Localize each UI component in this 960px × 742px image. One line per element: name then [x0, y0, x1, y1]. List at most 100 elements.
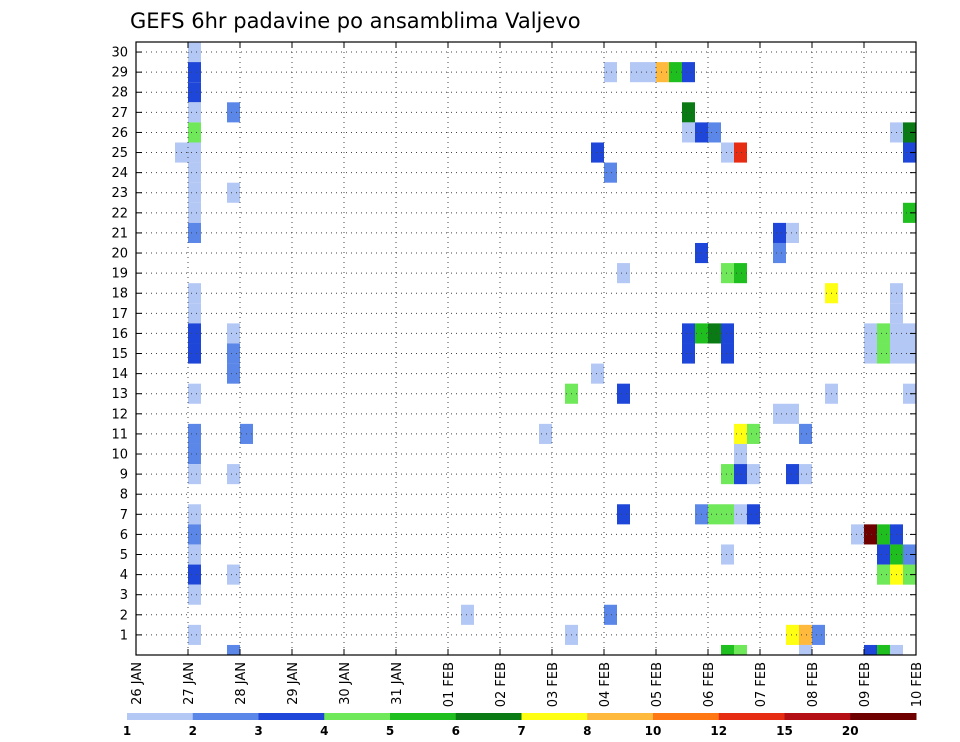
- heatmap-cell: [461, 604, 474, 625]
- heatmap-cell: [682, 323, 695, 344]
- heatmap-cell: [188, 202, 201, 223]
- heatmap-cell: [682, 343, 695, 364]
- y-tick-label: 15: [111, 347, 128, 362]
- heatmap-cell: [682, 62, 695, 83]
- heatmap-cell: [188, 82, 201, 103]
- x-tick-label: 28 JAN: [234, 662, 249, 705]
- heatmap-cell: [604, 604, 617, 625]
- legend-swatch: [324, 713, 391, 720]
- y-tick-label: 3: [120, 588, 128, 603]
- heatmap-cell: [734, 644, 747, 655]
- heatmap-cell: [188, 42, 201, 63]
- heatmap-cell: [188, 443, 201, 465]
- legend-label: 2: [189, 724, 197, 738]
- heatmap-cell: [188, 624, 201, 645]
- x-tick-label: 02 FEB: [494, 662, 509, 707]
- y-tick-label: 20: [111, 247, 128, 262]
- heatmap-cell: [864, 343, 877, 364]
- y-tick-label: 2: [120, 608, 128, 623]
- heatmap-cell: [721, 644, 734, 655]
- legend-swatch: [784, 713, 851, 720]
- heatmap-cell: [864, 644, 877, 655]
- y-tick-label: 28: [111, 86, 128, 101]
- heatmap-cell: [591, 142, 604, 163]
- heatmap-cell: [708, 122, 721, 143]
- y-tick-label: 26: [111, 126, 128, 141]
- heatmap-cell: [786, 624, 799, 645]
- heatmap-cell: [773, 242, 786, 264]
- heatmap-cell: [721, 464, 734, 485]
- legend-label: 10: [645, 724, 662, 738]
- heatmap-cell: [773, 403, 786, 424]
- heatmap-cell: [188, 122, 201, 143]
- legend-swatch: [390, 713, 457, 720]
- y-tick-label: 1: [120, 628, 128, 643]
- y-tick-label: 12: [111, 407, 128, 422]
- heatmap-cell: [864, 323, 877, 344]
- heatmap-cell: [786, 403, 799, 424]
- heatmap-cell: [877, 343, 890, 364]
- heatmap-cell: [721, 142, 734, 163]
- heatmap-cell: [734, 423, 747, 444]
- heatmap-cell: [903, 564, 916, 585]
- heatmap-cell: [877, 644, 890, 655]
- heatmap-cell: [188, 162, 201, 183]
- x-tick-label: 06 FEB: [702, 662, 717, 707]
- x-tick-label: 01 FEB: [442, 662, 457, 707]
- heatmap-cell: [227, 464, 240, 485]
- heatmap-cell: [188, 142, 201, 163]
- heatmap-cell: [708, 323, 721, 344]
- heatmap-cell: [188, 323, 201, 344]
- heatmap-cell: [227, 323, 240, 344]
- y-tick-label: 6: [120, 528, 128, 543]
- heatmap-cell: [864, 524, 877, 545]
- x-tick-label: 31 JAN: [390, 662, 405, 705]
- y-tick-label: 14: [111, 367, 128, 382]
- y-tick-label: 19: [111, 267, 128, 282]
- heatmap-cell: [188, 544, 201, 565]
- heatmap-cell: [903, 383, 916, 404]
- heatmap-cell: [643, 62, 656, 83]
- heatmap-cell: [721, 263, 734, 284]
- x-tick-label: 29 JAN: [286, 662, 301, 705]
- heatmap-cells: [175, 42, 916, 655]
- chart-title: GEFS 6hr padavine po ansamblima Valjevo: [130, 9, 581, 33]
- x-tick-label: 09 FEB: [858, 662, 873, 707]
- heatmap-cell: [656, 62, 669, 83]
- heatmap-cell: [721, 504, 734, 525]
- heatmap-cell: [617, 263, 630, 284]
- y-tick-label: 10: [111, 448, 128, 463]
- heatmap-cell: [188, 383, 201, 404]
- legend-label: 7: [517, 724, 525, 738]
- y-tick-label: 27: [111, 106, 128, 121]
- y-tick-labels: 1234567891011121314151617181920212223242…: [111, 46, 128, 644]
- heatmap-cell: [747, 504, 760, 525]
- heatmap-cell: [188, 303, 201, 324]
- heatmap-cell: [539, 423, 552, 444]
- heatmap-cell: [227, 343, 240, 364]
- heatmap-cell: [604, 162, 617, 183]
- y-tick-label: 21: [111, 226, 128, 241]
- x-tick-label: 27 JAN: [182, 662, 197, 705]
- heatmap-cell: [903, 343, 916, 364]
- heatmap-cell: [188, 464, 201, 485]
- grid-lines: [135, 42, 917, 655]
- heatmap-cell: [773, 222, 786, 243]
- heatmap-cell: [877, 323, 890, 344]
- x-tick-label: 07 FEB: [754, 662, 769, 707]
- heatmap-cell: [747, 464, 760, 485]
- heatmap-cell: [188, 524, 201, 545]
- legend-label: 3: [254, 724, 262, 738]
- legend-label: 4: [320, 724, 328, 738]
- heatmap-cell: [227, 182, 240, 203]
- legend-label: 8: [583, 724, 591, 738]
- y-tick-label: 30: [111, 46, 128, 61]
- y-tick-label: 7: [120, 508, 128, 523]
- heatmap-cell: [877, 544, 890, 565]
- heatmap-cell: [721, 343, 734, 364]
- heatmap-cell: [903, 323, 916, 344]
- heatmap-cell: [227, 363, 240, 384]
- heatmap-cell: [188, 584, 201, 605]
- y-tick-label: 22: [111, 206, 128, 221]
- heatmap-cell: [799, 624, 812, 645]
